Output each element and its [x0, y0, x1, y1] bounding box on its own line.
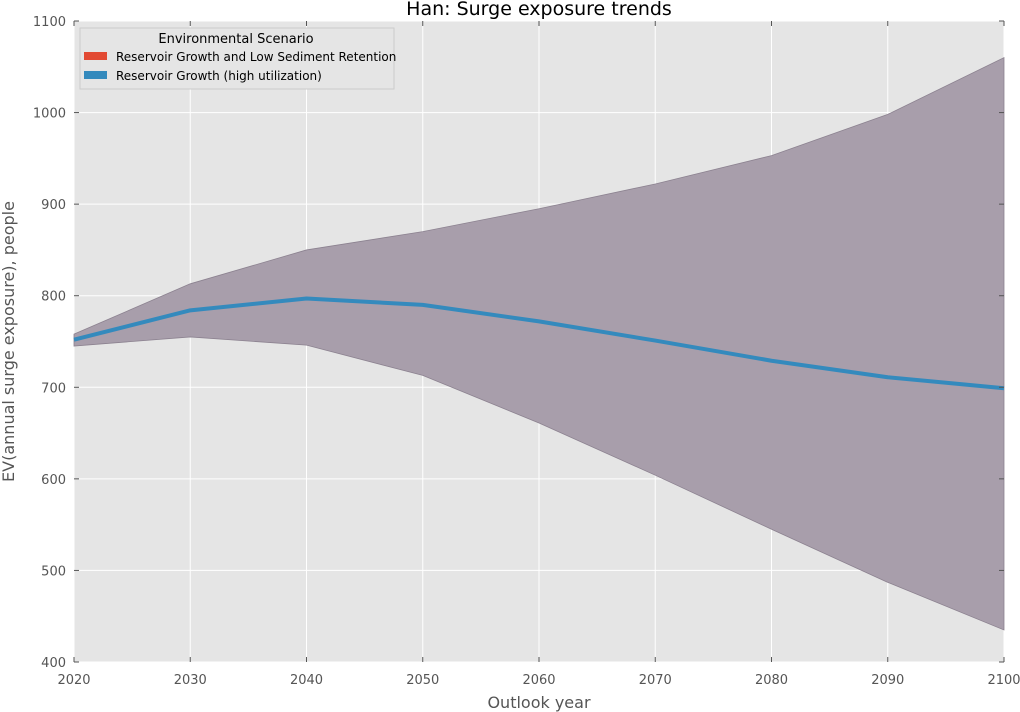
x-tick-label: 2040	[290, 673, 323, 688]
legend-swatch	[84, 71, 107, 79]
y-tick-label: 400	[41, 656, 66, 671]
y-tick-label: 800	[41, 290, 66, 305]
series-lines	[73, 296, 1005, 391]
x-axis-label: Outlook year	[487, 693, 591, 712]
legend-label: Reservoir Growth (high utilization)	[116, 69, 322, 83]
y-tick-label: 600	[41, 473, 66, 488]
y-tick-label: 500	[41, 564, 66, 579]
y-tick-labels: 400 500 600 700 800 900 1000 1100	[33, 15, 66, 671]
uncertainty-bands	[73, 56, 1005, 631]
x-tick-label: 2070	[639, 673, 672, 688]
y-tick-label: 1100	[33, 15, 66, 30]
y-axis-label: EV(annual surge exposure), people	[0, 201, 18, 482]
y-tick-label: 1000	[33, 107, 66, 122]
x-tick-label: 2020	[57, 673, 90, 688]
x-tick-label: 2050	[406, 673, 439, 688]
x-tick-label: 2100	[987, 673, 1020, 688]
x-tick-label: 2030	[174, 673, 207, 688]
x-tick-label: 2080	[755, 673, 788, 688]
y-tick-label: 900	[41, 198, 66, 213]
uncertainty-band	[73, 56, 1005, 631]
legend-entries: Reservoir Growth and Low Sediment Retent…	[84, 50, 396, 83]
x-tick-labels: 2020 2030 2040 2050 2060 2070 2080 2090 2100	[57, 673, 1020, 688]
legend-swatch	[84, 52, 107, 60]
tick-marks	[73, 20, 1005, 663]
legend: Environmental Scenario Reservoir Growth …	[79, 27, 396, 90]
legend-label: Reservoir Growth and Low Sediment Retent…	[116, 50, 396, 64]
legend-box	[79, 27, 395, 90]
x-tick-label: 2060	[522, 673, 555, 688]
legend-title: Environmental Scenario	[158, 32, 313, 47]
series-line	[73, 296, 1005, 391]
y-tick-label: 700	[41, 381, 66, 396]
chart-title: Han: Surge exposure trends	[406, 0, 672, 20]
x-tick-label: 2090	[871, 673, 904, 688]
